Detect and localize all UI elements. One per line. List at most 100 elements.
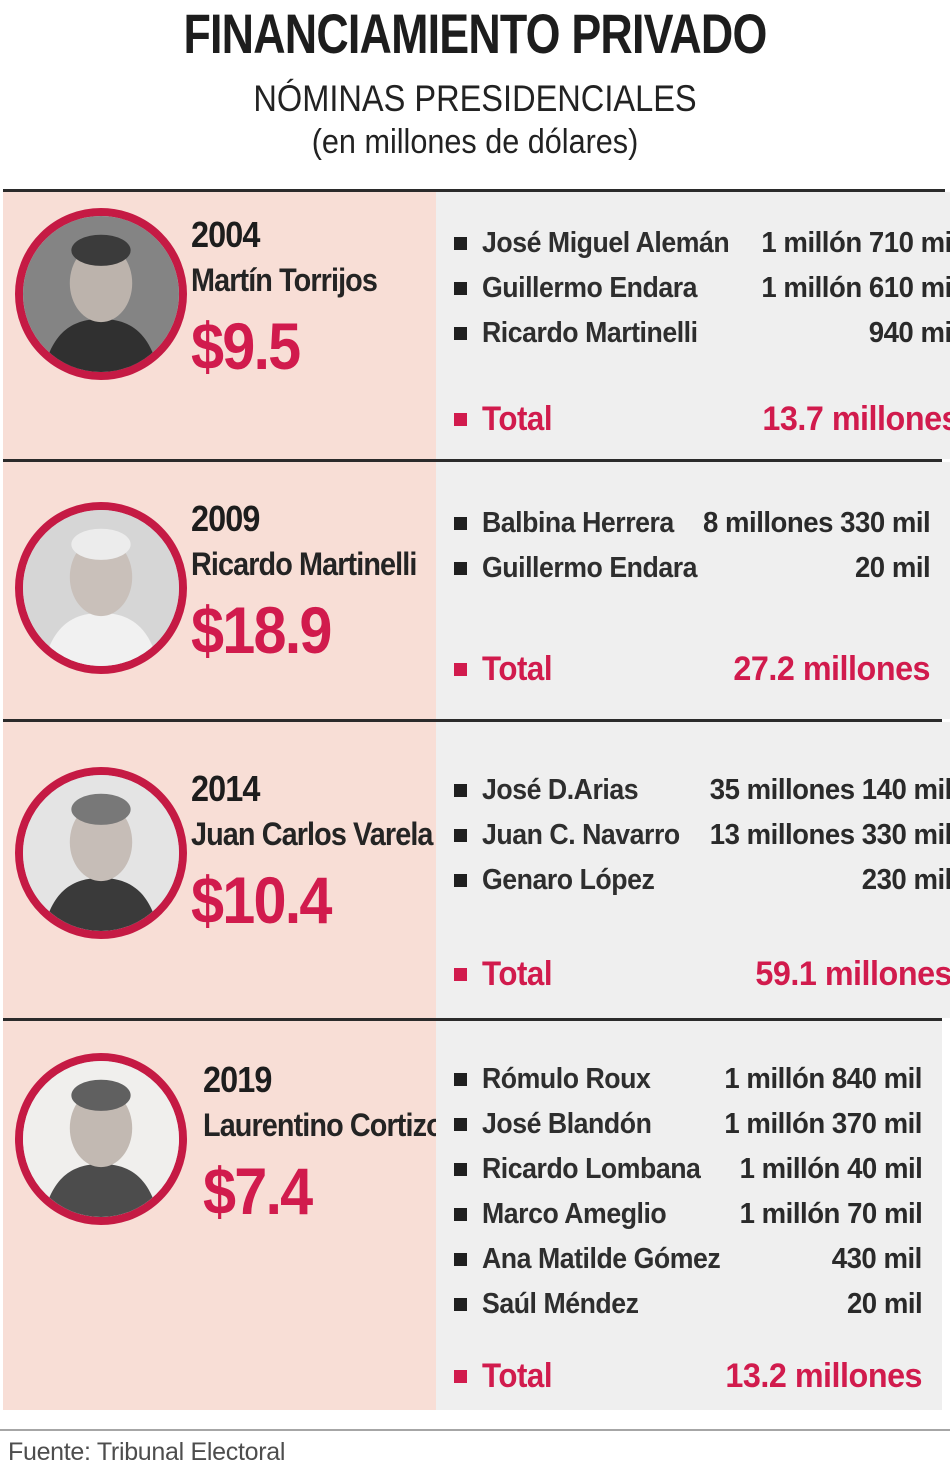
president-text-block: 2019 Laurentino Cortizo $7.4 xyxy=(203,1059,469,1225)
president-name: Juan Carlos Varela xyxy=(191,815,433,852)
candidate-bullet-icon xyxy=(454,237,467,250)
candidates-panel: Balbina Herrera 8 millones 330 mil Guill… xyxy=(436,462,950,719)
president-photo xyxy=(15,1053,187,1225)
footer-divider xyxy=(0,1429,950,1431)
candidate-bullet-icon xyxy=(454,784,467,797)
unit-note: (en millones de dólares) xyxy=(311,123,639,161)
total-bullet-icon xyxy=(454,1370,467,1383)
total-line: Total 27.2 millones xyxy=(454,650,930,689)
candidate-amount: 230 mil xyxy=(861,864,950,896)
candidates-list: Balbina Herrera 8 millones 330 mil Guill… xyxy=(454,462,930,591)
candidate-line: Guillermo Endara 1 millón 610 mil xyxy=(454,266,950,311)
candidate-amount: 20 mil xyxy=(846,1288,923,1320)
candidate-bullet-icon xyxy=(454,327,467,340)
candidate-name: Juan C. Navarro xyxy=(482,819,680,851)
president-text-block: 2009 Ricardo Martinelli $18.9 xyxy=(191,498,442,668)
president-photo xyxy=(15,208,187,380)
candidate-name: José Miguel Alemán xyxy=(482,227,730,259)
president-text-block: 2014 Juan Carlos Varela $10.4 xyxy=(191,768,459,938)
candidate-name: Guillermo Endara xyxy=(482,272,698,304)
candidate-amount: 940 mil xyxy=(868,317,950,349)
candidate-amount: 1 millón 840 mil xyxy=(724,1063,922,1095)
candidate-line: Juan C. Navarro 13 millones 330 mil xyxy=(454,813,950,858)
candidate-amount: 1 millón 70 mil xyxy=(739,1198,922,1230)
candidate-amount: 1 millón 610 mil xyxy=(761,272,950,304)
candidate-name: Saúl Méndez xyxy=(482,1288,639,1320)
candidate-bullet-icon xyxy=(454,282,467,295)
candidate-line: Genaro López 230 mil xyxy=(454,858,950,903)
candidate-bullet-icon xyxy=(454,1208,467,1221)
candidate-bullet-icon xyxy=(454,829,467,842)
candidate-line: Marco Ameglio 1 millón 70 mil xyxy=(454,1192,922,1237)
candidate-name: José D.Arias xyxy=(482,774,639,806)
total-label: Total xyxy=(482,1357,553,1395)
total-amount: 13.7 millones xyxy=(762,400,950,438)
candidate-bullet-icon xyxy=(454,1253,467,1266)
candidate-line: José D.Arias 35 millones 140 mil xyxy=(454,768,950,813)
candidate-name: Genaro López xyxy=(482,864,655,896)
candidate-bullet-icon xyxy=(454,874,467,887)
president-panel: 2004 Martín Torrijos $9.5 xyxy=(3,192,436,459)
candidate-name: Ricardo Lombana xyxy=(482,1153,701,1185)
candidate-bullet-icon xyxy=(454,517,467,530)
year-label: 2019 xyxy=(203,1059,272,1100)
candidates-list: José D.Arias 35 millones 140 mil Juan C.… xyxy=(454,722,950,903)
candidate-name: Marco Ameglio xyxy=(482,1198,667,1230)
election-row: 2014 Juan Carlos Varela $10.4 José D.Ari… xyxy=(3,722,950,1021)
candidate-name: José Blandón xyxy=(482,1108,652,1140)
candidate-line: Rómulo Roux 1 millón 840 mil xyxy=(454,1057,922,1102)
portrait-silhouette-icon xyxy=(23,510,179,666)
year-label: 2014 xyxy=(191,768,260,809)
candidate-name: Ricardo Martinelli xyxy=(482,317,698,349)
total-bullet-icon xyxy=(454,968,467,981)
total-line: Total 13.2 millones xyxy=(454,1357,922,1396)
candidate-bullet-icon xyxy=(454,1073,467,1086)
president-panel: 2019 Laurentino Cortizo $7.4 xyxy=(3,1021,444,1410)
election-row: 2019 Laurentino Cortizo $7.4 Rómulo Roux… xyxy=(3,1021,942,1410)
page-title: FINANCIAMIENTO PRIVADO xyxy=(183,2,767,65)
president-panel: 2009 Ricardo Martinelli $18.9 xyxy=(3,462,436,719)
candidate-line: Ricardo Lombana 1 millón 40 mil xyxy=(454,1147,922,1192)
total-line: Total 13.7 millones xyxy=(454,400,950,439)
president-photo xyxy=(15,767,187,939)
candidate-amount: 1 millón 710 mil xyxy=(761,227,950,259)
total-label: Total xyxy=(482,650,553,688)
president-photo xyxy=(15,502,187,674)
president-name: Ricardo Martinelli xyxy=(191,545,417,582)
private-financing-amount: $18.9 xyxy=(191,593,332,668)
candidates-panel: José Miguel Alemán 1 millón 710 mil Guil… xyxy=(436,192,950,459)
president-text-block: 2004 Martín Torrijos $9.5 xyxy=(191,216,398,384)
candidate-bullet-icon xyxy=(454,562,467,575)
private-financing-amount: $9.5 xyxy=(191,309,301,384)
election-row: 2009 Ricardo Martinelli $18.9 Balbina He… xyxy=(3,462,950,722)
source-note: Fuente: Tribunal Electoral xyxy=(8,1438,286,1466)
candidate-amount: 1 millón 40 mil xyxy=(739,1153,922,1185)
private-financing-amount: $10.4 xyxy=(191,863,332,938)
total-line: Total 59.1 millones xyxy=(454,955,950,994)
total-bullet-icon xyxy=(454,413,467,426)
president-name: Laurentino Cortizo xyxy=(203,1106,444,1143)
total-label: Total xyxy=(482,955,553,993)
candidate-amount: 430 mil xyxy=(831,1243,923,1275)
candidates-panel: José D.Arias 35 millones 140 mil Juan C.… xyxy=(436,722,950,1018)
candidate-amount: 1 millón 370 mil xyxy=(724,1108,922,1140)
candidate-line: Guillermo Endara 20 mil xyxy=(454,546,930,591)
candidate-amount: 35 millones 140 mil xyxy=(709,774,950,806)
candidate-bullet-icon xyxy=(454,1298,467,1311)
candidate-amount: 13 millones 330 mil xyxy=(709,819,950,851)
portrait-silhouette-icon xyxy=(23,1061,179,1217)
election-row: 2004 Martín Torrijos $9.5 José Miguel Al… xyxy=(3,192,950,462)
candidate-bullet-icon xyxy=(454,1163,467,1176)
year-label: 2009 xyxy=(191,498,260,539)
candidate-name: Ana Matilde Gómez xyxy=(482,1243,721,1275)
candidate-line: Saúl Méndez 20 mil xyxy=(454,1282,922,1327)
total-amount: 59.1 millones xyxy=(755,955,950,993)
candidate-line: Ricardo Martinelli 940 mil xyxy=(454,311,950,356)
candidate-name: Balbina Herrera xyxy=(482,507,674,539)
candidate-line: José Miguel Alemán 1 millón 710 mil xyxy=(454,221,950,266)
candidate-name: Guillermo Endara xyxy=(482,552,698,584)
election-rows: 2004 Martín Torrijos $9.5 José Miguel Al… xyxy=(0,192,950,1410)
total-amount: 27.2 millones xyxy=(733,650,930,688)
total-label: Total xyxy=(482,400,553,438)
